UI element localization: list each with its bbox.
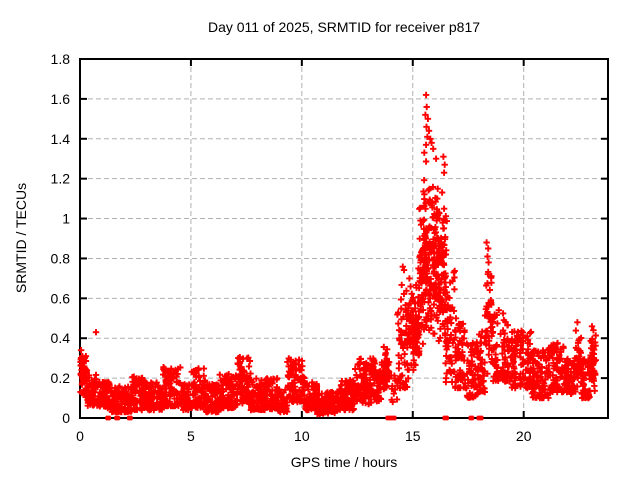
plot-border xyxy=(79,58,609,419)
x-tick-label: 15 xyxy=(405,428,421,444)
x-tick-label: 10 xyxy=(294,428,310,444)
scatter-zero-value-points xyxy=(105,415,484,421)
x-tick-label: 5 xyxy=(187,428,195,444)
y-tick-label: 0 xyxy=(62,410,70,426)
y-tick-label: 0.4 xyxy=(51,330,71,346)
gridlines xyxy=(80,59,608,418)
y-tick-label: 1.2 xyxy=(51,171,71,187)
y-axis-label: SRMTID / TECUs xyxy=(13,183,29,293)
x-tick-label: 0 xyxy=(76,428,84,444)
plot-title: Day 011 of 2025, SRMTID for receiver p81… xyxy=(208,19,480,35)
y-tick-label: 0.8 xyxy=(51,250,71,266)
y-tick-label: 0.2 xyxy=(51,370,71,386)
x-axis-label: GPS time / hours xyxy=(291,454,398,470)
y-tick-label: 1.4 xyxy=(51,131,71,147)
y-tick-label: 1.6 xyxy=(51,91,71,107)
y-tick-label: 0.6 xyxy=(51,290,71,306)
axis-tick-labels: 0 5 10 15 20 0 0.2 0.4 0.6 0.8 1 1.2 1.4 1.6 1.8 xyxy=(51,51,532,444)
y-tick-label: 1 xyxy=(62,211,70,227)
x-tick-label: 20 xyxy=(516,428,532,444)
scatter-data-points xyxy=(77,91,599,418)
y-tick-label: 1.8 xyxy=(51,51,71,67)
